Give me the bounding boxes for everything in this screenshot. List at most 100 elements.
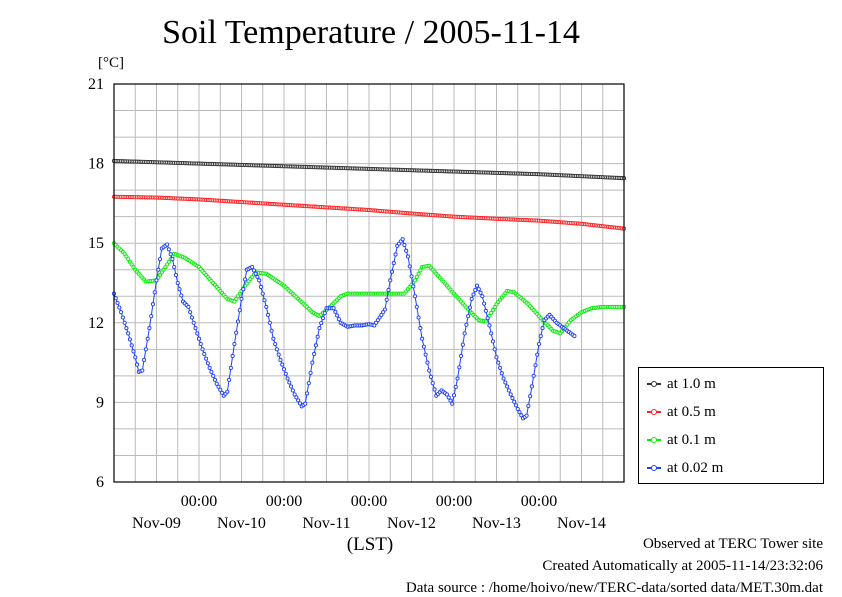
data-point <box>497 365 503 370</box>
data-point <box>402 242 407 248</box>
x-tick-time: 00:00 <box>521 493 557 510</box>
data-point <box>333 309 338 314</box>
data-point <box>202 351 207 357</box>
data-point <box>117 305 122 310</box>
data-point <box>255 274 260 280</box>
data-point <box>529 384 534 389</box>
data-point <box>269 328 274 333</box>
data-point <box>287 380 292 385</box>
data-point <box>278 357 283 362</box>
data-point <box>411 284 416 289</box>
data-point <box>212 377 217 382</box>
data-point <box>416 271 421 276</box>
data-point <box>418 268 423 273</box>
data-point <box>119 310 124 315</box>
data-point <box>306 381 311 386</box>
series-0.02-m <box>111 237 577 421</box>
series-0.5-m <box>111 194 627 231</box>
x-tick-date: Nov-09 <box>132 515 181 532</box>
data-point <box>467 305 472 310</box>
data-point <box>260 291 265 296</box>
data-point <box>319 321 324 326</box>
y-tick-label: 21 <box>88 76 104 93</box>
data-point <box>115 300 120 305</box>
data-point <box>388 278 393 283</box>
data-point <box>473 288 478 293</box>
data-point <box>193 326 198 331</box>
data-point <box>140 368 145 373</box>
data-point <box>267 320 272 325</box>
data-point <box>127 337 132 342</box>
data-point <box>503 380 508 385</box>
data-point <box>289 384 294 389</box>
data-point <box>448 398 453 403</box>
data-point <box>538 334 543 339</box>
data-point <box>386 288 391 293</box>
legend-label: at 1.0 m <box>667 375 716 392</box>
data-point <box>172 265 177 270</box>
data-point <box>186 304 191 309</box>
data-point <box>131 265 136 270</box>
data-point <box>131 349 136 354</box>
data-point <box>124 254 129 259</box>
data-point <box>512 399 517 404</box>
data-point <box>218 387 223 392</box>
data-point <box>485 316 490 321</box>
data-point <box>191 320 196 325</box>
data-point <box>143 347 148 352</box>
data-point <box>444 392 449 397</box>
legend-item-0.1m: at 0.1 m <box>647 430 716 450</box>
data-point <box>400 237 405 242</box>
data-point <box>175 280 180 286</box>
y-tick-label: 9 <box>96 394 104 411</box>
data-point <box>379 312 384 317</box>
data-point <box>501 376 506 381</box>
data-point <box>177 287 182 292</box>
data-point <box>430 381 435 386</box>
data-point <box>308 370 313 375</box>
data-point <box>446 395 451 400</box>
data-point <box>331 306 336 311</box>
data-point <box>428 374 434 379</box>
data-point <box>232 299 237 304</box>
data-point <box>451 393 457 398</box>
y-tick-label: 6 <box>96 474 104 491</box>
data-point <box>292 392 297 397</box>
data-point <box>129 262 134 267</box>
data-point <box>290 388 295 393</box>
data-point <box>536 341 542 347</box>
data-point <box>120 315 125 320</box>
data-point <box>173 272 179 278</box>
data-point <box>322 311 327 316</box>
data-point <box>161 267 166 272</box>
data-point <box>234 296 239 301</box>
data-point <box>257 278 262 283</box>
data-point <box>126 257 131 262</box>
data-point <box>320 316 326 321</box>
y-tick-label: 12 <box>88 315 104 332</box>
data-point <box>462 331 467 336</box>
data-point <box>113 296 118 301</box>
data-point <box>142 357 147 362</box>
y-tick-label: 15 <box>88 235 104 252</box>
data-point <box>524 413 529 418</box>
data-point <box>513 403 519 408</box>
data-point <box>420 336 425 341</box>
legend-swatch-1.0m <box>647 381 661 387</box>
data-point <box>335 313 340 318</box>
plot-frame <box>113 83 625 483</box>
data-point <box>405 254 411 259</box>
data-point <box>381 310 386 315</box>
data-point <box>377 315 382 320</box>
data-point <box>241 287 246 292</box>
data-point <box>258 284 264 290</box>
data-point <box>315 334 320 339</box>
data-point <box>147 326 152 331</box>
data-point <box>150 302 156 307</box>
series-1.0-m <box>111 158 627 181</box>
data-point <box>455 376 460 381</box>
data-point <box>483 319 488 324</box>
data-point <box>313 343 318 348</box>
data-point <box>490 339 496 344</box>
